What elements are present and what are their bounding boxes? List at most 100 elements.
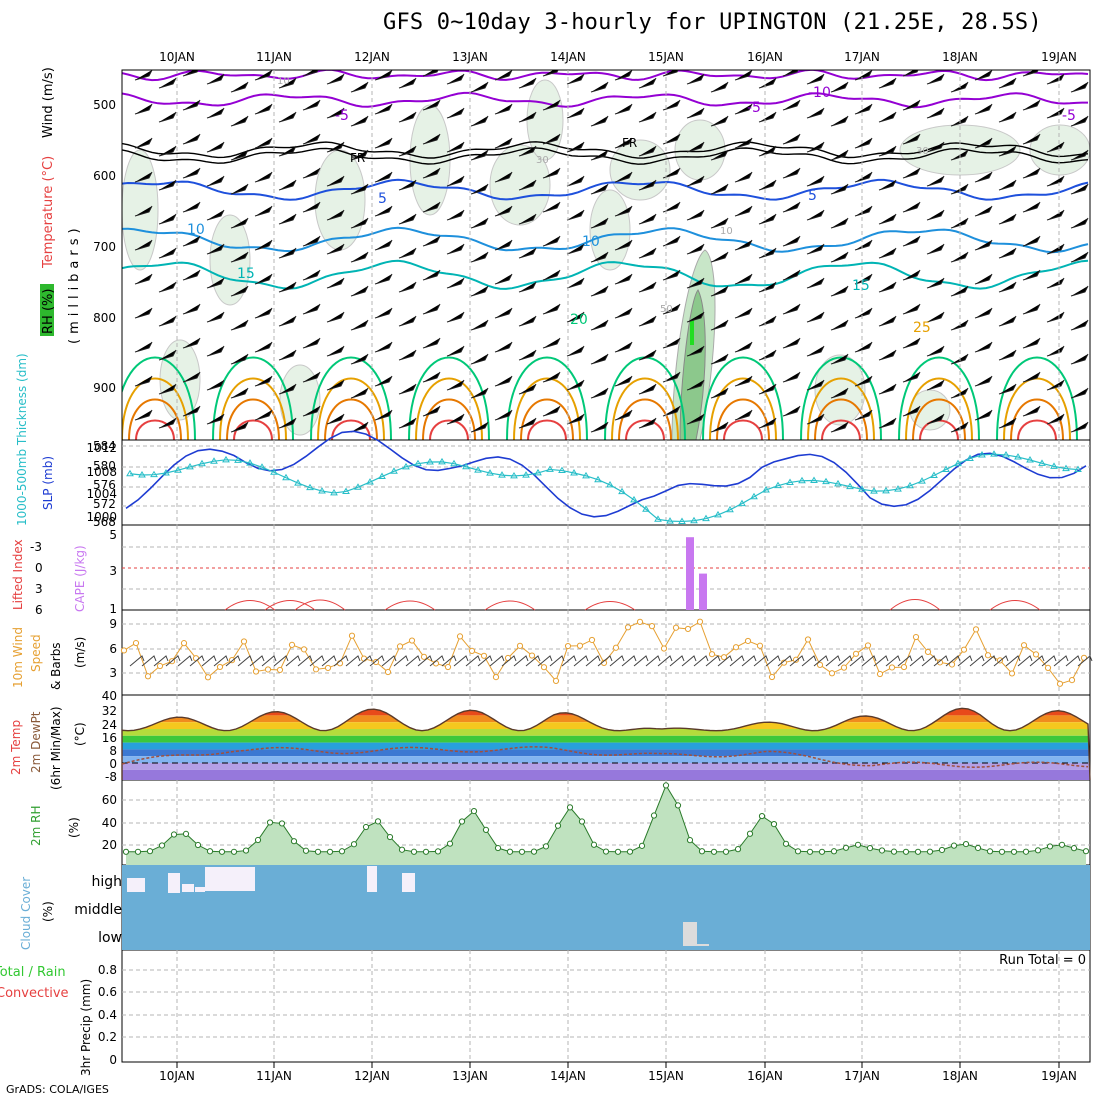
wind-barb [542, 405, 561, 417]
wind-barb [422, 303, 441, 315]
rh-marker [1034, 847, 1042, 854]
rh-marker [386, 833, 394, 841]
surface-barb [465, 655, 481, 667]
thickness-marker [714, 510, 722, 518]
wind-speed-marker [324, 664, 332, 672]
rh-marker [878, 847, 886, 854]
thickness-marker [318, 487, 326, 494]
thickness-marker [330, 488, 338, 496]
surface-barb [177, 655, 193, 667]
wind-barb [734, 273, 753, 285]
wind-speed-marker [144, 673, 152, 680]
wind-barb [566, 413, 585, 425]
wind-barb [230, 387, 249, 399]
wind-barb [590, 421, 609, 433]
surface-barb [381, 655, 397, 667]
wind-speed-marker [684, 625, 692, 633]
ytick-temp-16: 16 [102, 731, 117, 745]
label-wind-unit: (m/s) [73, 637, 87, 668]
wind-barb [854, 341, 873, 353]
wind-speed-marker [660, 645, 668, 652]
wind-barb [302, 269, 321, 281]
contour-loop [122, 356, 196, 440]
wind-barb [926, 379, 945, 391]
thickness-marker [894, 485, 902, 492]
wind-barb [782, 70, 799, 77]
thickness-marker [222, 455, 230, 463]
wind-barb [1070, 421, 1089, 433]
wind-barb [470, 319, 489, 331]
wind-barb [1046, 73, 1065, 85]
upper-temperature-contours [122, 70, 1089, 440]
thickness-marker [774, 481, 782, 489]
wind-barb [854, 70, 873, 81]
thickness-marker [630, 495, 638, 503]
surface-barb [297, 655, 313, 667]
wind-barb [974, 239, 993, 251]
surface-barb [561, 655, 577, 667]
x-label-bottom: 19JAN [1041, 1069, 1077, 1083]
wind-barb [398, 417, 417, 429]
wind-barb [710, 319, 729, 331]
surface-barb [573, 655, 589, 667]
thickness-marker [618, 487, 626, 495]
surface-barb [1041, 655, 1057, 667]
wind-barb [254, 239, 273, 251]
thickness-marker [558, 466, 566, 474]
wind-barb [494, 137, 513, 149]
cloud-high-block [127, 878, 145, 892]
surface-barb [633, 655, 649, 667]
wind-barb [806, 175, 825, 187]
wind-barb [854, 171, 873, 183]
wind-barb [398, 281, 417, 293]
rh-marker [914, 848, 922, 855]
surface-barb [417, 655, 433, 667]
wind-barb [182, 235, 201, 247]
thickness-marker [738, 499, 746, 507]
thickness-marker [306, 483, 314, 491]
wind-barb [998, 383, 1017, 395]
thickness-marker [450, 459, 458, 467]
rh-marker [230, 848, 238, 855]
wind-barb [782, 337, 801, 349]
wind-speed-marker [900, 663, 908, 671]
rh-marker [614, 848, 622, 855]
wind-speed-marker [372, 658, 380, 666]
label-10-b: 10 [582, 234, 600, 250]
wind-speed-marker [756, 642, 764, 649]
wind-speed-line [123, 621, 1085, 685]
wind-barb [710, 217, 729, 229]
wind-barb [326, 73, 345, 85]
x-label-top: 13JAN [452, 50, 488, 64]
wind-barb [926, 345, 945, 357]
wind-speed-marker [408, 637, 416, 644]
rh-marker [362, 823, 370, 831]
label-25: 25 [913, 320, 931, 336]
footer-credit: GrADS: COLA/IGES [6, 1083, 109, 1096]
contour-loop [212, 356, 294, 440]
wind-barb [734, 239, 753, 251]
ytick-li-6: 6 [35, 603, 43, 617]
wind-barb [1070, 353, 1089, 365]
wind-barb [806, 413, 825, 425]
wind-barb [686, 73, 705, 85]
wind-barb [374, 205, 393, 217]
wind-barb [446, 107, 465, 119]
surface-barb [165, 655, 181, 667]
contour-loop [723, 419, 763, 440]
contour-loop [800, 356, 882, 440]
wind-barb [254, 70, 273, 81]
thickness-marker [378, 472, 386, 480]
wind-barb [902, 371, 921, 383]
wind-barb [518, 281, 537, 293]
wind-barb [326, 345, 345, 357]
thickness-line [129, 453, 1079, 523]
wind-speed-marker [348, 632, 356, 639]
slp-line [125, 430, 1087, 518]
wind-barb [830, 183, 849, 195]
rh-marker [722, 848, 730, 855]
temp-line [121, 707, 1091, 781]
rh-marker [818, 848, 826, 855]
surface-barb [921, 655, 937, 667]
wind-barb [710, 421, 729, 433]
